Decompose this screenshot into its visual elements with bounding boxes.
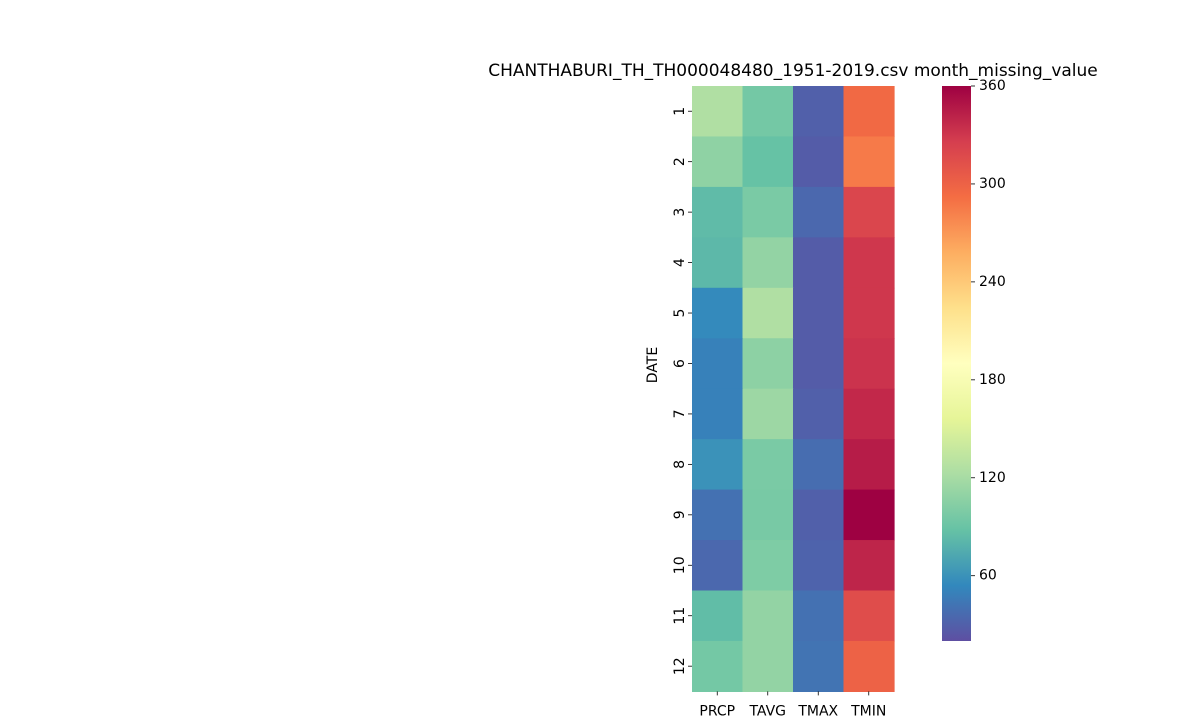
colorbar-tick-label: 180	[979, 372, 1006, 388]
heatmap-cell	[742, 86, 794, 138]
y-tick-label: 11	[672, 607, 688, 625]
colorbar-tick-label: 60	[979, 568, 997, 584]
heatmap-cell	[692, 287, 744, 339]
heatmap-cell	[793, 590, 845, 642]
heatmap-cell	[742, 136, 794, 188]
y-tick-label: 7	[672, 409, 688, 418]
x-tick-label: PRCP	[699, 703, 735, 719]
heatmap-cell	[793, 186, 845, 238]
y-tick-label: 1	[672, 107, 688, 116]
heatmap-cell	[793, 489, 845, 541]
heatmap-cell	[692, 86, 744, 138]
heatmap-cell	[843, 136, 895, 188]
heatmap-cell	[793, 540, 845, 592]
heatmap-cell	[793, 136, 845, 188]
heatmap-cell	[742, 388, 794, 440]
heatmap-cell	[692, 338, 744, 390]
colorbar-tick-label: 120	[979, 470, 1006, 486]
y-tick-label: 8	[672, 460, 688, 469]
colorbar	[942, 86, 971, 641]
x-tick-label: TMIN	[850, 703, 886, 719]
heatmap-cell	[843, 237, 895, 289]
heatmap-cell	[692, 439, 744, 491]
colorbar-tick-label: 300	[979, 176, 1006, 192]
heatmap-cell	[843, 489, 895, 541]
y-tick-label: 2	[672, 157, 688, 166]
heatmap-cell	[843, 439, 895, 491]
y-tick-label: 6	[672, 359, 688, 368]
heatmap-cell	[843, 86, 895, 138]
heatmap-cell	[793, 338, 845, 390]
heatmap-cell	[843, 186, 895, 238]
heatmap-cell	[793, 388, 845, 440]
heatmap-cell	[793, 287, 845, 339]
y-tick-label: 10	[672, 556, 688, 574]
colorbar-ticks: 60 120 180 240 300 360	[971, 78, 1006, 584]
heatmap-cell	[692, 540, 744, 592]
heatmap-cell	[742, 489, 794, 541]
heatmap-cell	[742, 540, 794, 592]
y-tick-label: 4	[672, 258, 688, 267]
heatmap-cell	[793, 439, 845, 491]
heatmap-cell	[843, 540, 895, 592]
heatmap-cell	[692, 489, 744, 541]
heatmap-cell	[692, 136, 744, 188]
heatmap-cell	[692, 388, 744, 440]
x-axis-ticks: PRCP TAVG TMAX TMIN	[699, 691, 886, 719]
x-tick-label: TMAX	[797, 703, 838, 719]
heatmap-cell	[793, 86, 845, 138]
y-tick-label: 3	[672, 208, 688, 217]
heatmap-cell	[742, 287, 794, 339]
heatmap-cell	[742, 439, 794, 491]
heatmap-cell	[793, 640, 845, 692]
heatmap-cell	[742, 338, 794, 390]
heatmap-cell	[843, 640, 895, 692]
heatmap-cells	[692, 86, 895, 692]
y-tick-label: 12	[672, 657, 688, 675]
heatmap-cell	[692, 590, 744, 642]
colorbar-tick-label: 240	[979, 274, 1006, 290]
heatmap-cell	[742, 237, 794, 289]
heatmap-cell	[692, 186, 744, 238]
heatmap-cell	[793, 237, 845, 289]
heatmap-cell	[692, 640, 744, 692]
heatmap-cell	[843, 388, 895, 440]
heatmap-cell	[742, 590, 794, 642]
x-tick-label: TAVG	[748, 703, 786, 719]
heatmap-cell	[742, 640, 794, 692]
chart-title: CHANTHABURI_TH_TH000048480_1951-2019.csv…	[488, 61, 1098, 81]
heatmap-cell	[843, 287, 895, 339]
y-axis-label: DATE	[645, 347, 661, 383]
y-tick-label: 9	[672, 510, 688, 519]
y-tick-label: 5	[672, 309, 688, 318]
heatmap-cell	[692, 237, 744, 289]
heatmap-cell	[843, 338, 895, 390]
colorbar-tick-label: 360	[979, 78, 1006, 94]
heatmap-cell	[843, 590, 895, 642]
heatmap-cell	[742, 186, 794, 238]
